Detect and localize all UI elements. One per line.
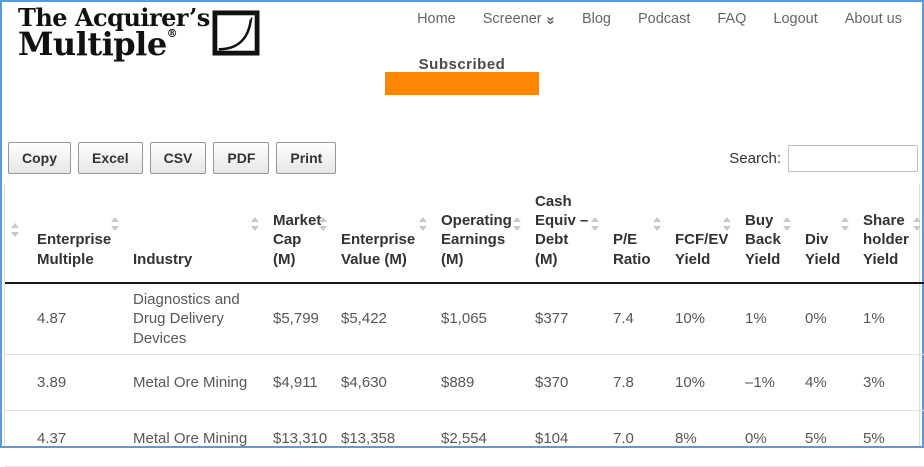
cell-fcf-ev-yield: 10% <box>665 354 735 412</box>
main-nav: Home Screener» Blog Podcast FAQ Logout A… <box>417 11 902 27</box>
sort-icon <box>319 217 328 232</box>
screener-table: Enterprise Multiple Industry Market Cap … <box>5 184 924 467</box>
print-button[interactable]: Print <box>276 142 337 174</box>
cell-enterprise-value: $13,358 <box>331 410 431 467</box>
cell-market-cap: $4,911 <box>263 354 331 412</box>
table-search: Search: <box>729 145 918 172</box>
nav-item-about[interactable]: About us <box>844 11 902 27</box>
brand-name-line2: Multiple® <box>18 25 178 63</box>
cell-enterprise-value: $5,422 <box>331 282 431 356</box>
search-input[interactable] <box>788 145 918 172</box>
cell-buy-back-yield: 0% <box>735 410 795 467</box>
cell-pe-ratio: 7.0 <box>603 410 665 467</box>
table-row[interactable]: 4.87 Diagnostics and Drug Delivery Devic… <box>5 282 924 356</box>
export-toolbar: Copy Excel CSV PDF Print <box>8 142 337 174</box>
cell-pe-ratio: 7.4 <box>603 282 665 356</box>
cell-shareholder-yield: 3% <box>853 354 924 412</box>
cell-operating-earnings: $889 <box>431 354 525 412</box>
table-header-row: Enterprise Multiple Industry Market Cap … <box>5 184 924 284</box>
cell-pe-ratio: 7.8 <box>603 354 665 412</box>
column-header-shareholder-yield[interactable]: Share holder Yield <box>853 184 924 284</box>
cell-industry: Metal Ore Mining <box>123 354 263 412</box>
cell-cash-equiv-debt: $377 <box>525 282 603 356</box>
cell-cash-equiv-debt: $104 <box>525 410 603 467</box>
subscribe-label-clipped: Subscribed <box>418 56 506 72</box>
growth-curve-icon <box>212 10 260 56</box>
cell-enterprise-value: $4,630 <box>331 354 431 412</box>
column-header-operating-earnings[interactable]: Operating Earnings (M) <box>431 184 525 284</box>
nav-item-blog[interactable]: Blog <box>581 11 611 27</box>
registered-trademark: ® <box>166 27 178 40</box>
cell-operating-earnings: $2,554 <box>431 410 525 467</box>
sort-icon <box>513 217 522 232</box>
brand-name-line1: The Acquirer’s <box>18 3 210 32</box>
sort-icon <box>723 217 732 232</box>
column-header-industry[interactable]: Industry <box>123 184 263 284</box>
cell-blank <box>5 354 27 412</box>
column-header-pe-ratio[interactable]: P/E Ratio <box>603 184 665 284</box>
csv-button[interactable]: CSV <box>149 142 207 174</box>
sort-icon <box>653 217 662 232</box>
column-header-enterprise-multiple[interactable]: Enterprise Multiple <box>27 184 123 284</box>
pdf-button[interactable]: PDF <box>213 142 270 174</box>
column-header-blank[interactable] <box>5 184 27 284</box>
nav-item-logout[interactable]: Logout <box>773 11 818 27</box>
cell-fcf-ev-yield: 10% <box>665 282 735 356</box>
column-header-market-cap[interactable]: Market Cap (M) <box>263 184 331 284</box>
sort-icon <box>111 217 120 232</box>
cell-blank <box>5 410 27 467</box>
sort-icon <box>251 217 260 232</box>
cell-buy-back-yield: –1% <box>735 354 795 412</box>
cell-shareholder-yield: 1% <box>853 282 924 356</box>
cell-fcf-ev-yield: 8% <box>665 410 735 467</box>
cell-industry: Diagnostics and Drug Delivery Devices <box>123 282 263 356</box>
cell-industry: Metal Ore Mining <box>123 410 263 467</box>
cell-enterprise-multiple: 4.37 <box>27 410 123 467</box>
column-header-fcf-ev-yield[interactable]: FCF/EV Yield <box>665 184 735 284</box>
copy-button[interactable]: Copy <box>8 142 71 174</box>
cell-enterprise-multiple: 4.87 <box>27 282 123 356</box>
sort-icon <box>913 217 922 232</box>
cell-operating-earnings: $1,065 <box>431 282 525 356</box>
column-header-cash-equiv-debt[interactable]: Cash Equiv – Debt (M) <box>525 184 603 284</box>
nav-item-screener[interactable]: Screener» <box>482 11 560 27</box>
sort-icon <box>419 217 428 232</box>
cell-market-cap: $13,310 <box>263 410 331 467</box>
excel-button[interactable]: Excel <box>78 142 143 174</box>
cell-div-yield: 5% <box>795 410 853 467</box>
cell-div-yield: 4% <box>795 354 853 412</box>
nav-item-podcast[interactable]: Podcast <box>637 11 691 27</box>
brand-name: The Acquirer’s Multiple® <box>18 3 210 63</box>
nav-item-faq[interactable]: FAQ <box>717 11 747 27</box>
cell-shareholder-yield: 5% <box>853 410 924 467</box>
brand-logo[interactable]: The Acquirer’s Multiple® <box>18 6 260 60</box>
screener-table-container: Enterprise Multiple Industry Market Cap … <box>4 184 924 467</box>
cell-enterprise-multiple: 3.89 <box>27 354 123 412</box>
sort-icon <box>841 217 850 232</box>
nav-item-home[interactable]: Home <box>417 11 456 27</box>
cell-blank <box>5 282 27 356</box>
sort-icon <box>11 223 20 238</box>
cell-cash-equiv-debt: $370 <box>525 354 603 412</box>
table-row[interactable]: 4.37 Metal Ore Mining $13,310 $13,358 $2… <box>5 410 924 467</box>
cell-div-yield: 0% <box>795 282 853 356</box>
search-label: Search: <box>729 150 781 167</box>
cell-market-cap: $5,799 <box>263 282 331 356</box>
subscribe-button[interactable] <box>385 72 539 95</box>
subscribe-area: Subscribed <box>385 56 539 100</box>
chevron-double-down-icon: » <box>542 15 560 25</box>
column-header-buy-back-yield[interactable]: Buy Back Yield <box>735 184 795 284</box>
table-row[interactable]: 3.89 Metal Ore Mining $4,911 $4,630 $889… <box>5 354 924 412</box>
column-header-enterprise-value[interactable]: Enterprise Value (M) <box>331 184 431 284</box>
column-header-div-yield[interactable]: Div Yield <box>795 184 853 284</box>
cell-buy-back-yield: 1% <box>735 282 795 356</box>
sort-icon <box>591 217 600 232</box>
sort-icon <box>783 217 792 232</box>
